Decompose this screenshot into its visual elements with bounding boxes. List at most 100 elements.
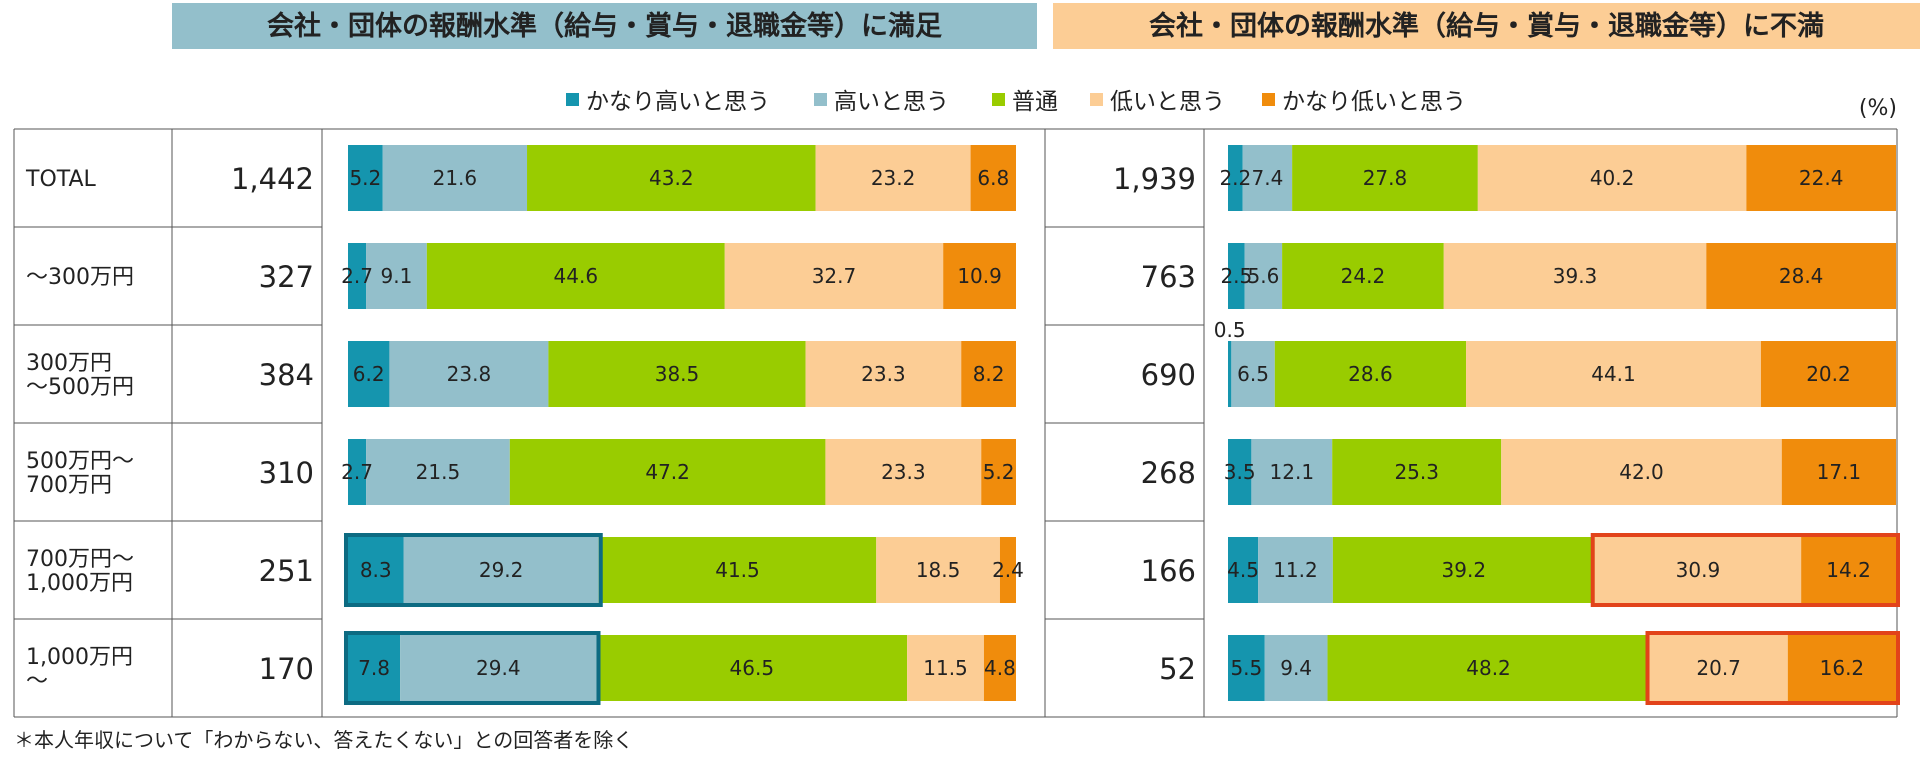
panel-1-bar-5-seg-4 (876, 537, 1000, 603)
panel-1-value-3-4: 23.3 (861, 362, 906, 386)
category-label-5-1: 700万円～ (26, 547, 134, 572)
panel-1-value-6-3: 46.5 (730, 656, 775, 680)
panel-2-value-1-2: 7.4 (1252, 166, 1284, 190)
panel-2-count-5: 166 (1141, 554, 1196, 588)
panel-1-value-5-3: 41.5 (715, 558, 760, 582)
panel-1-bar-4-seg-1 (348, 439, 367, 505)
panel-2-bar-3-seg-5 (1760, 341, 1896, 407)
panel-1-value-3-5: 8.2 (973, 362, 1005, 386)
panel-1-bar-2-seg-2 (366, 243, 427, 309)
panel-1-bar-5-seg-5 (999, 537, 1016, 603)
panel-1-bar-6-seg-3 (596, 635, 908, 701)
panel-2-value-5-2: 11.2 (1273, 558, 1318, 582)
panel-1-value-4-3: 47.2 (645, 460, 690, 484)
panel-2-bar-3-seg-3 (1274, 341, 1467, 407)
panel-2-bar-5-seg-5 (1801, 537, 1896, 603)
panel-2-bar-4-seg-1 (1228, 439, 1252, 505)
panel-1-value-1-3: 43.2 (649, 166, 694, 190)
panel-1-bar-2-seg-5 (943, 243, 1016, 309)
panel-1-count-5: 251 (259, 554, 314, 588)
panel-2-value-4-2: 12.1 (1270, 460, 1315, 484)
category-label-1-1: TOTAL (25, 167, 97, 192)
panel-2-value-1-5: 22.4 (1799, 166, 1844, 190)
panel-2-bar-2-seg-2 (1244, 243, 1283, 309)
panel-1-count-6: 170 (259, 652, 314, 686)
panel-1-bar-1-seg-5 (970, 145, 1016, 211)
panel-2-bar-5-seg-3 (1332, 537, 1595, 603)
panel-2-value-3-4: 44.1 (1591, 362, 1636, 386)
panel-2-value-5-4: 30.9 (1676, 558, 1721, 582)
panel-header-2-bg (1053, 3, 1920, 49)
panel-1-bar-3-seg-5 (961, 341, 1016, 407)
panel-1-bar-6-seg-2 (400, 635, 597, 701)
panel-1-highlight-6 (344, 631, 601, 705)
panel-1-value-3-1: 6.2 (353, 362, 385, 386)
panel-1-bar-1-seg-2 (382, 145, 528, 211)
category-label-5-2: 1,000万円 (26, 571, 133, 596)
panel-1-bar-4-seg-4 (825, 439, 982, 505)
panel-2-value-3-1: 0.5 (1214, 318, 1246, 342)
panel-1-value-5-2: 29.2 (479, 558, 524, 582)
panel-1-value-1-1: 5.2 (349, 166, 381, 190)
panel-2-bar-1-seg-2 (1242, 145, 1293, 211)
panel-2-bar-4-seg-4 (1501, 439, 1782, 505)
panel-1-bar-1-seg-4 (815, 145, 971, 211)
panel-2-highlight-5 (1590, 533, 1901, 607)
panel-2-value-6-3: 48.2 (1466, 656, 1511, 680)
panel-1-value-1-4: 23.2 (871, 166, 916, 190)
panel-2-count-3: 690 (1141, 358, 1196, 392)
panel-2-highlight-6 (1645, 631, 1901, 705)
panel-1-count-1: 1,442 (231, 162, 314, 196)
panel-2-value-2-2: 5.6 (1247, 264, 1279, 288)
panel-2-value-6-5: 16.2 (1820, 656, 1865, 680)
panel-1-value-6-5: 4.8 (984, 656, 1016, 680)
panel-1-bar-3-seg-3 (548, 341, 806, 407)
legend-swatch-5 (1262, 93, 1275, 106)
panel-1-value-6-1: 7.8 (358, 656, 390, 680)
panel-1-value-3-2: 23.8 (447, 362, 492, 386)
category-label-6-2: ～ (26, 669, 48, 694)
panel-1-value-6-4: 11.5 (923, 656, 968, 680)
panel-1-value-6-2: 29.4 (476, 656, 521, 680)
panel-2-value-6-4: 20.7 (1696, 656, 1741, 680)
panel-2-bar-6-seg-2 (1264, 635, 1328, 701)
panel-1-bar-6-seg-4 (907, 635, 984, 701)
panel-1-value-2-1: 2.7 (341, 264, 373, 288)
panel-2-bar-6-seg-3 (1327, 635, 1650, 701)
legend-label-2: 高いと思う (834, 89, 949, 115)
panel-1-value-5-5: 2.4 (992, 558, 1024, 582)
legend-label-4: 低いと思う (1110, 89, 1225, 115)
panel-2-bar-5-seg-2 (1258, 537, 1333, 603)
legend-label-1: かなり高いと思う (586, 89, 770, 115)
panel-2-value-2-1: 2.5 (1220, 264, 1252, 288)
panel-2-bar-6-seg-4 (1649, 635, 1788, 701)
panel-2-bar-4-seg-5 (1781, 439, 1896, 505)
panel-2-bar-3-seg-2 (1231, 341, 1275, 407)
panel-1-value-1-2: 21.6 (433, 166, 478, 190)
panel-2-value-4-1: 3.5 (1224, 460, 1256, 484)
panel-2-value-5-3: 39.2 (1442, 558, 1487, 582)
panel-2-bar-2-seg-4 (1443, 243, 1707, 309)
panel-1-value-4-1: 2.7 (341, 460, 373, 484)
panel-header-2-title: 会社・団体の報酬水準（給与・賞与・退職金等）に不満 (1149, 10, 1824, 42)
panel-2-bar-5-seg-1 (1228, 537, 1259, 603)
legend-label-3: 普通 (1012, 89, 1058, 115)
panel-2-count-6: 52 (1159, 652, 1196, 686)
panel-1-bar-2-seg-1 (348, 243, 367, 309)
panel-1-bar-3-seg-4 (805, 341, 962, 407)
panel-2-value-4-4: 42.0 (1619, 460, 1664, 484)
panel-1-value-2-4: 32.7 (812, 264, 857, 288)
panel-1-value-4-2: 21.5 (416, 460, 461, 484)
panel-2-bar-6-seg-5 (1787, 635, 1896, 701)
panel-2-count-2: 763 (1141, 260, 1196, 294)
panel-1-count-2: 327 (259, 260, 314, 294)
panel-1-highlight-5 (344, 533, 603, 607)
panel-1-bar-1-seg-3 (527, 145, 816, 211)
panel-2-bar-2-seg-5 (1706, 243, 1896, 309)
panel-1-value-4-5: 5.2 (983, 460, 1015, 484)
panel-1-bar-6-seg-1 (348, 635, 401, 701)
panel-1-value-2-3: 44.6 (554, 264, 599, 288)
panel-1-bar-5-seg-2 (403, 537, 599, 603)
panel-2-count-1: 1,939 (1113, 162, 1196, 196)
panel-2-value-5-1: 4.5 (1227, 558, 1259, 582)
